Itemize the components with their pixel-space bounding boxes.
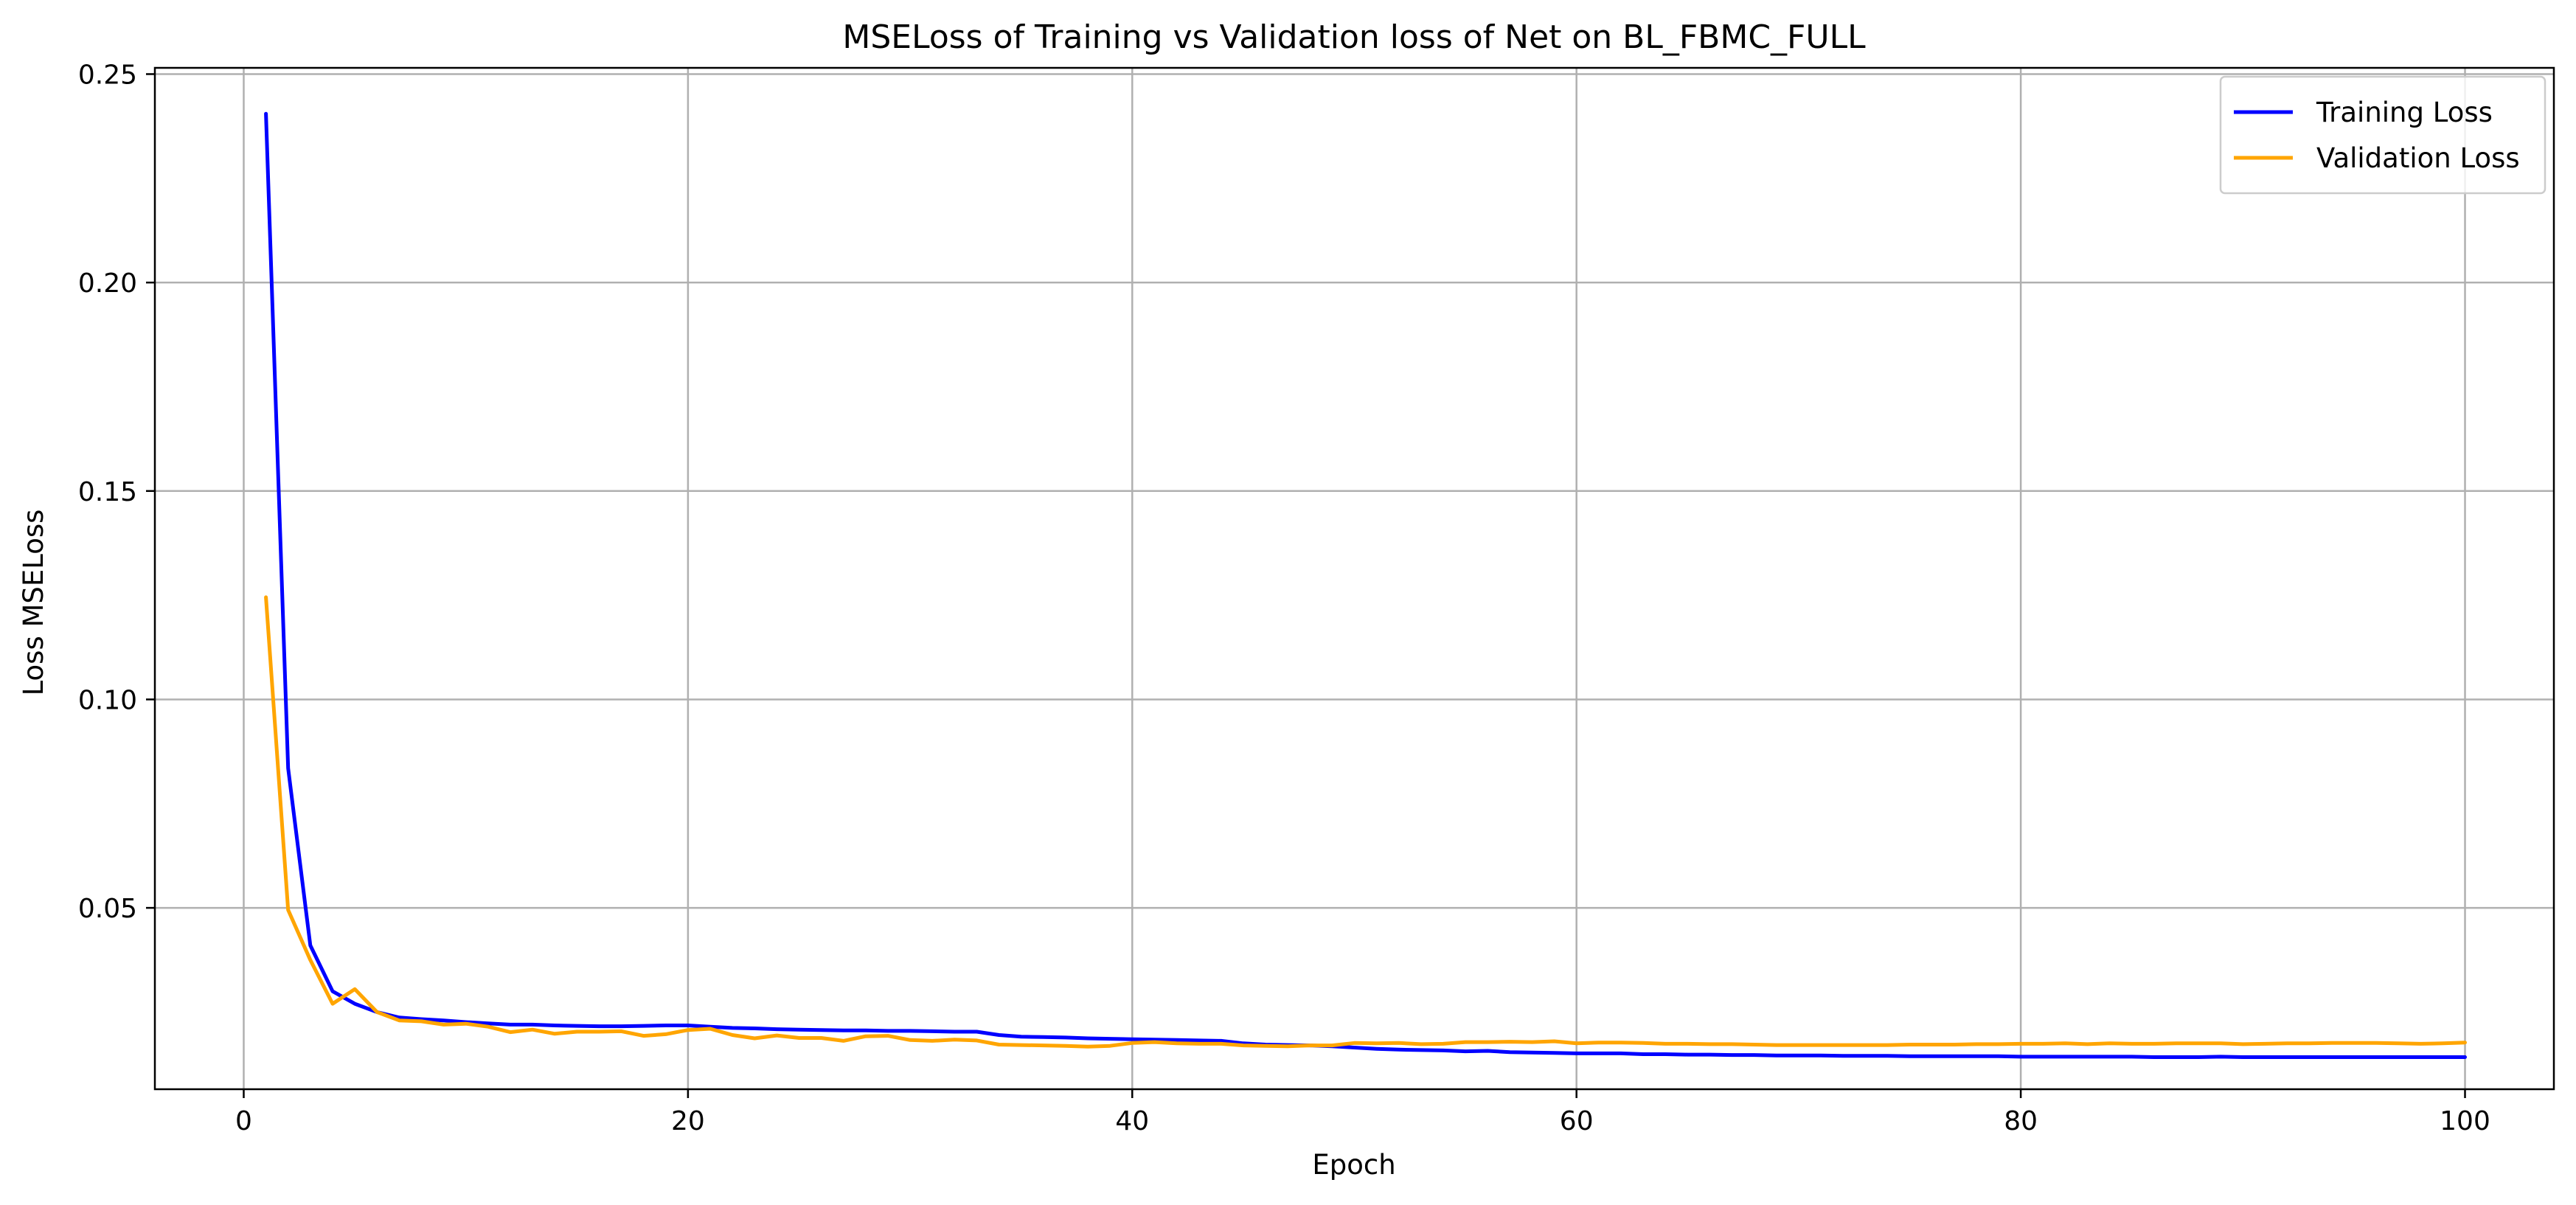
series-lines bbox=[264, 111, 2467, 1059]
x-axis: 0 20 40 60 80 100 bbox=[235, 1089, 2490, 1136]
y-tick-label: 0.25 bbox=[78, 60, 137, 90]
y-tick-label: 0.05 bbox=[78, 894, 137, 924]
y-tick-label: 0.10 bbox=[78, 685, 137, 715]
y-axis: 0.05 0.10 0.15 0.20 0.25 bbox=[78, 60, 155, 924]
y-axis-title: Loss MSELoss bbox=[18, 510, 49, 696]
x-tick-label: 20 bbox=[671, 1106, 705, 1136]
plot-area bbox=[155, 68, 2554, 1089]
y-tick-label: 0.20 bbox=[78, 268, 137, 299]
x-axis-title: Epoch bbox=[1312, 1149, 1395, 1181]
x-tick-label: 0 bbox=[235, 1106, 252, 1136]
x-tick-label: 100 bbox=[2440, 1106, 2490, 1136]
chart-title: MSELoss of Training vs Validation loss o… bbox=[842, 18, 1866, 56]
x-tick-label: 60 bbox=[1560, 1106, 1594, 1136]
plot-frame bbox=[153, 66, 2555, 1091]
series-line-0 bbox=[264, 111, 2467, 1059]
y-tick-label: 0.15 bbox=[78, 477, 137, 507]
series-line-1 bbox=[264, 595, 2467, 1049]
legend-label: Validation Loss bbox=[2316, 142, 2520, 174]
legend: Training Loss Validation Loss bbox=[2219, 75, 2547, 195]
x-tick-label: 80 bbox=[2004, 1106, 2038, 1136]
legend-box bbox=[2219, 75, 2547, 195]
grid-lines bbox=[155, 68, 2554, 1089]
x-tick-label: 40 bbox=[1115, 1106, 1149, 1136]
legend-label: Training Loss bbox=[2316, 97, 2493, 128]
